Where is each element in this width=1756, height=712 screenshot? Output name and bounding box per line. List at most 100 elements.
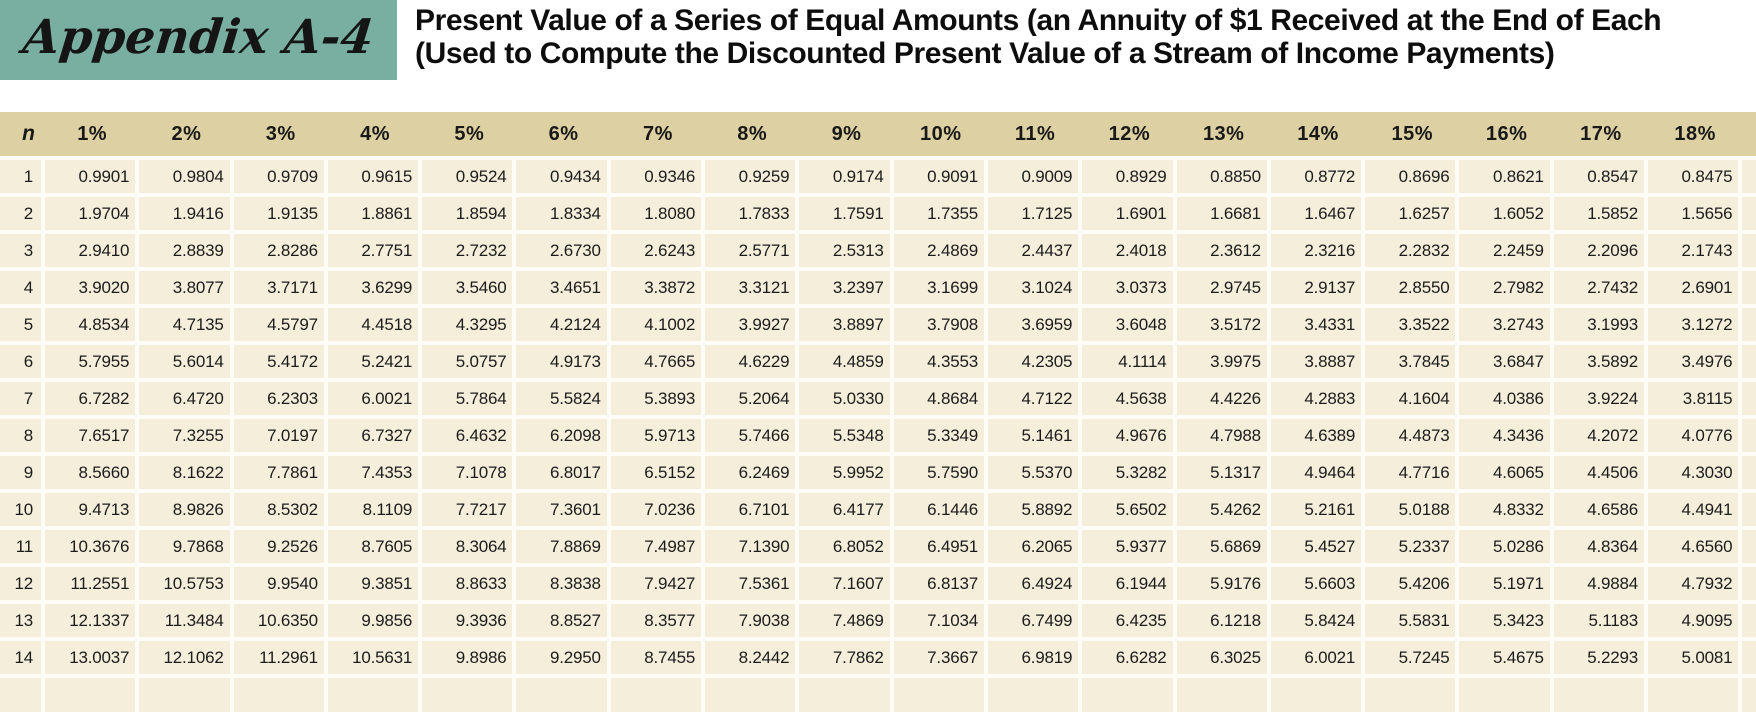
table-cell: 5.8424	[1270, 604, 1362, 637]
table-cell: 2.9745	[1176, 271, 1267, 304]
table-row-partial	[0, 678, 1756, 712]
table-cell: 4.9884	[1553, 567, 1645, 600]
table-cell: 2.9137	[1270, 271, 1362, 304]
table-cell: 0.9804	[139, 160, 230, 193]
table-cell	[516, 678, 607, 712]
row-number-cell: 14	[0, 641, 41, 674]
table-cell: 3.7845	[1365, 345, 1456, 378]
table-cell: 5.3423	[1459, 604, 1550, 637]
table-cell: 5.2421	[327, 345, 419, 378]
column-header: 2%	[171, 122, 202, 145]
table-row: 13 12.1337 11.3484 10.6350 9.9856 9.3936 8.852…	[0, 604, 1756, 637]
table-cell: 4.9676	[1082, 419, 1173, 452]
table-cell	[45, 678, 136, 712]
table-cell: 6.1446	[893, 493, 984, 526]
appendix-label: Appendix A-4	[20, 9, 377, 65]
table-cell: 0.9524	[422, 160, 513, 193]
table-cell: 3.4331	[1270, 308, 1362, 341]
table-cell: 2.4869	[893, 234, 984, 267]
table-cell: 6.5152	[610, 456, 702, 489]
table-cell: 0.9259	[705, 160, 796, 193]
table-cell: 2.2096	[1553, 234, 1645, 267]
table-body: 1 0.9901 0.9804 0.9709 0.9615 0.9524 0.9434 0.9…	[0, 160, 1756, 712]
table-cell: 5.9377	[1082, 530, 1173, 563]
table-cell: 5.7245	[1365, 641, 1456, 674]
table-cell: 2.2459	[1459, 234, 1550, 267]
row-number-cell: 4	[0, 271, 41, 304]
table-cell: 5.0757	[422, 345, 513, 378]
table-cell: 2.8839	[139, 234, 230, 267]
table-cell: 0.9091	[893, 160, 984, 193]
table-cell: 9.7868	[139, 530, 230, 563]
table-cell: 4.7135	[139, 308, 230, 341]
table-cell: 6.4177	[799, 493, 890, 526]
table-cell: 4.7932	[1648, 567, 1739, 600]
table-cell: 9.3851	[327, 567, 419, 600]
table-cell: 6.0021	[1270, 641, 1362, 674]
table-cell: 11.3484	[139, 604, 230, 637]
column-header: 4%	[360, 122, 390, 145]
table-cell: 3.0373	[1082, 271, 1173, 304]
table-cell: 1.9135	[233, 197, 324, 230]
table-row: 1 0.9901 0.9804 0.9709 0.9615 0.9524 0.9434 0.9…	[0, 160, 1756, 193]
table-cell: 6.4720	[139, 382, 230, 415]
table-cell: 6.2303	[233, 382, 324, 415]
table-cell: 3.3121	[705, 271, 796, 304]
table-cell: 1.8080	[610, 197, 702, 230]
table-cell: 5.8892	[987, 493, 1079, 526]
clipped-column-cell	[1742, 530, 1756, 563]
table-cell: 3.3872	[610, 271, 702, 304]
table-cell: 4.4859	[799, 345, 890, 378]
table-cell: 6.4632	[422, 419, 513, 452]
table-cell: 7.4987	[610, 530, 702, 563]
table-row: 7 6.7282 6.4720 6.2303 6.0021 5.7864 5.5824 5.3…	[0, 382, 1756, 415]
table-cell: 5.5370	[987, 456, 1079, 489]
table-cell: 4.6389	[1270, 419, 1362, 452]
clipped-column-cell	[1742, 160, 1756, 193]
table-cell: 5.4172	[233, 345, 324, 378]
table-cell: 4.5638	[1082, 382, 1173, 415]
table-cell: 4.5797	[233, 308, 324, 341]
table-cell: 5.7466	[705, 419, 796, 452]
table-cell: 2.4018	[1082, 234, 1173, 267]
table-cell: 5.5824	[516, 382, 607, 415]
table-cell: 3.2397	[799, 271, 890, 304]
column-header: 18%	[1674, 122, 1716, 145]
clipped-column-cell	[1742, 604, 1756, 637]
table-cell: 6.1944	[1082, 567, 1173, 600]
table-cell: 5.1971	[1459, 567, 1550, 600]
table-cell: 1.7125	[987, 197, 1079, 230]
table-cell: 9.8986	[422, 641, 513, 674]
table-cell: 4.7122	[987, 382, 1079, 415]
clipped-column-cell	[1742, 345, 1756, 378]
table-row: 10 9.4713 8.9826 8.5302 8.1109 7.7217 7.3601 7.…	[0, 493, 1756, 526]
table-cell: 2.3216	[1270, 234, 1362, 267]
table-cell	[1553, 678, 1645, 712]
table-row: 12 11.2551 10.5753 9.9540 9.3851 8.8633 8.3838…	[0, 567, 1756, 600]
appendix-badge: Appendix A-4	[0, 0, 397, 80]
table-cell: 8.8633	[422, 567, 513, 600]
clipped-column-cell	[1742, 678, 1756, 712]
table-row: 9 8.5660 8.1622 7.7861 7.4353 7.1078 6.8017 6.5…	[0, 456, 1756, 489]
table-cell: 7.0197	[233, 419, 324, 452]
column-header: 14%	[1297, 122, 1339, 145]
table-cell: 3.7908	[893, 308, 984, 341]
title-line-2: (Used to Compute the Discounted Present …	[415, 37, 1555, 70]
table-cell: 5.7955	[45, 345, 136, 378]
clipped-column-cell	[1742, 641, 1756, 674]
table-cell	[1648, 678, 1739, 712]
table-cell: 1.6901	[1082, 197, 1173, 230]
table-cell: 4.7988	[1176, 419, 1267, 452]
table-cell: 7.6517	[45, 419, 136, 452]
table-cell: 9.9856	[327, 604, 419, 637]
table-cell: 1.6681	[1176, 197, 1267, 230]
table-cell: 6.0021	[327, 382, 419, 415]
table-cell: 5.4206	[1365, 567, 1456, 600]
table-cell: 8.8527	[516, 604, 607, 637]
row-number-cell: 3	[0, 234, 41, 267]
table-cell: 5.9176	[1176, 567, 1267, 600]
table-cell: 4.1114	[1082, 345, 1173, 378]
table-cell: 7.0236	[610, 493, 702, 526]
column-header: 3%	[265, 122, 296, 145]
table-cell: 7.4869	[799, 604, 890, 637]
